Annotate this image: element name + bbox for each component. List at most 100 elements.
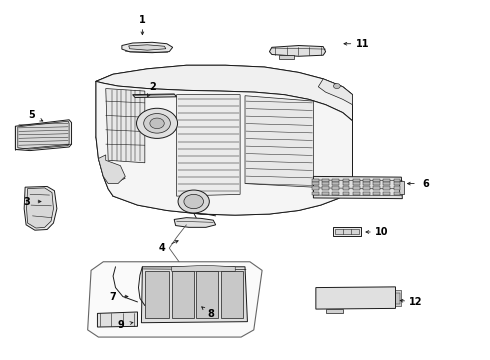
Bar [363,192,370,195]
Polygon shape [129,45,166,50]
Circle shape [150,118,164,129]
Bar [373,186,380,190]
Polygon shape [106,89,145,163]
Bar [312,192,319,195]
Bar [376,290,387,306]
Text: 9: 9 [117,320,124,330]
Bar [383,192,390,195]
Text: 5: 5 [28,111,35,121]
Bar [373,192,380,195]
Bar [121,326,125,330]
Bar [322,179,329,182]
Polygon shape [333,227,361,235]
Bar [312,182,319,185]
Bar [353,186,360,190]
Bar [332,179,339,182]
Bar [312,179,319,182]
Bar [333,290,343,306]
Bar [343,179,349,182]
Bar [353,182,360,185]
Bar [349,293,357,304]
Bar [363,179,370,182]
Bar [393,182,400,185]
Circle shape [137,108,177,138]
Bar [332,182,339,185]
Bar [363,182,370,185]
Bar [343,192,349,195]
Polygon shape [98,312,138,327]
Polygon shape [26,188,53,228]
Polygon shape [133,94,176,98]
Circle shape [178,190,209,213]
Circle shape [184,194,203,209]
Bar [343,182,349,185]
Polygon shape [96,65,352,121]
Bar [383,179,390,182]
Bar [393,192,400,195]
Bar [145,271,169,318]
Polygon shape [326,309,343,314]
Text: 8: 8 [207,310,214,319]
Polygon shape [88,262,262,337]
Bar [312,186,319,190]
Polygon shape [270,45,326,56]
Polygon shape [172,265,235,271]
Bar [109,326,114,330]
Bar [353,179,360,182]
Bar [378,293,386,304]
Bar [347,290,358,306]
Text: 6: 6 [422,179,429,189]
Bar [373,182,380,185]
Text: 4: 4 [159,243,165,253]
Polygon shape [279,55,294,59]
Circle shape [144,113,171,133]
Bar [98,326,103,330]
Bar [383,186,390,190]
Polygon shape [15,120,72,150]
Polygon shape [122,42,172,53]
Bar [320,293,328,304]
Polygon shape [335,229,359,234]
Bar [391,290,401,306]
Polygon shape [142,267,247,323]
Bar [332,186,339,190]
Bar [393,186,400,190]
Bar [172,271,194,318]
Bar [393,179,400,182]
Polygon shape [18,121,69,149]
Text: 12: 12 [409,297,423,307]
Bar [318,290,329,306]
Circle shape [333,84,340,89]
Polygon shape [96,81,352,215]
Polygon shape [318,79,352,105]
Polygon shape [399,181,404,194]
Text: 10: 10 [375,227,389,237]
Bar [196,271,218,318]
Polygon shape [98,155,125,184]
Bar [362,290,372,306]
Text: 3: 3 [23,197,30,207]
Bar [334,293,342,304]
Text: 1: 1 [139,15,146,26]
Polygon shape [174,218,216,227]
Polygon shape [316,287,395,309]
Bar [383,182,390,185]
Text: 11: 11 [356,39,369,49]
Bar [373,179,380,182]
Text: 7: 7 [110,292,117,302]
Polygon shape [176,95,240,196]
Polygon shape [24,186,57,230]
Bar [392,293,400,304]
Polygon shape [245,96,314,187]
Polygon shape [314,176,402,199]
Bar [363,186,370,190]
Polygon shape [111,175,125,182]
Bar [363,293,371,304]
Bar [343,186,349,190]
Bar [132,326,137,330]
Bar [322,186,329,190]
Bar [353,192,360,195]
Bar [220,271,243,318]
Bar [332,192,339,195]
Bar [322,192,329,195]
